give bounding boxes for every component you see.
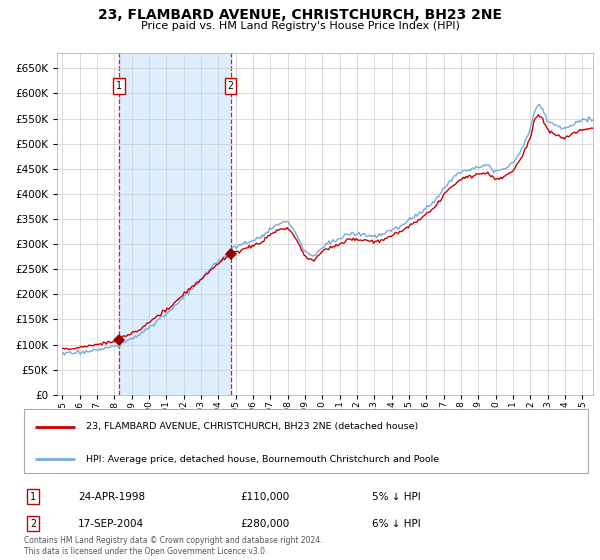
Text: Contains HM Land Registry data © Crown copyright and database right 2024.
This d: Contains HM Land Registry data © Crown c… [24, 536, 323, 556]
Text: £110,000: £110,000 [240, 492, 289, 502]
Text: HPI: Average price, detached house, Bournemouth Christchurch and Poole: HPI: Average price, detached house, Bour… [86, 455, 439, 464]
Text: 2: 2 [227, 81, 233, 91]
Text: 2: 2 [30, 519, 36, 529]
Text: Price paid vs. HM Land Registry's House Price Index (HPI): Price paid vs. HM Land Registry's House … [140, 21, 460, 31]
Text: 5% ↓ HPI: 5% ↓ HPI [372, 492, 421, 502]
Text: 23, FLAMBARD AVENUE, CHRISTCHURCH, BH23 2NE: 23, FLAMBARD AVENUE, CHRISTCHURCH, BH23 … [98, 8, 502, 22]
Text: 23, FLAMBARD AVENUE, CHRISTCHURCH, BH23 2NE (detached house): 23, FLAMBARD AVENUE, CHRISTCHURCH, BH23 … [86, 422, 418, 431]
Bar [119, 53, 230, 395]
Text: 24-APR-1998: 24-APR-1998 [78, 492, 145, 502]
Text: 1: 1 [116, 81, 122, 91]
Text: 6% ↓ HPI: 6% ↓ HPI [372, 519, 421, 529]
Text: 1: 1 [30, 492, 36, 502]
Text: 17-SEP-2004: 17-SEP-2004 [78, 519, 144, 529]
Text: £280,000: £280,000 [240, 519, 289, 529]
